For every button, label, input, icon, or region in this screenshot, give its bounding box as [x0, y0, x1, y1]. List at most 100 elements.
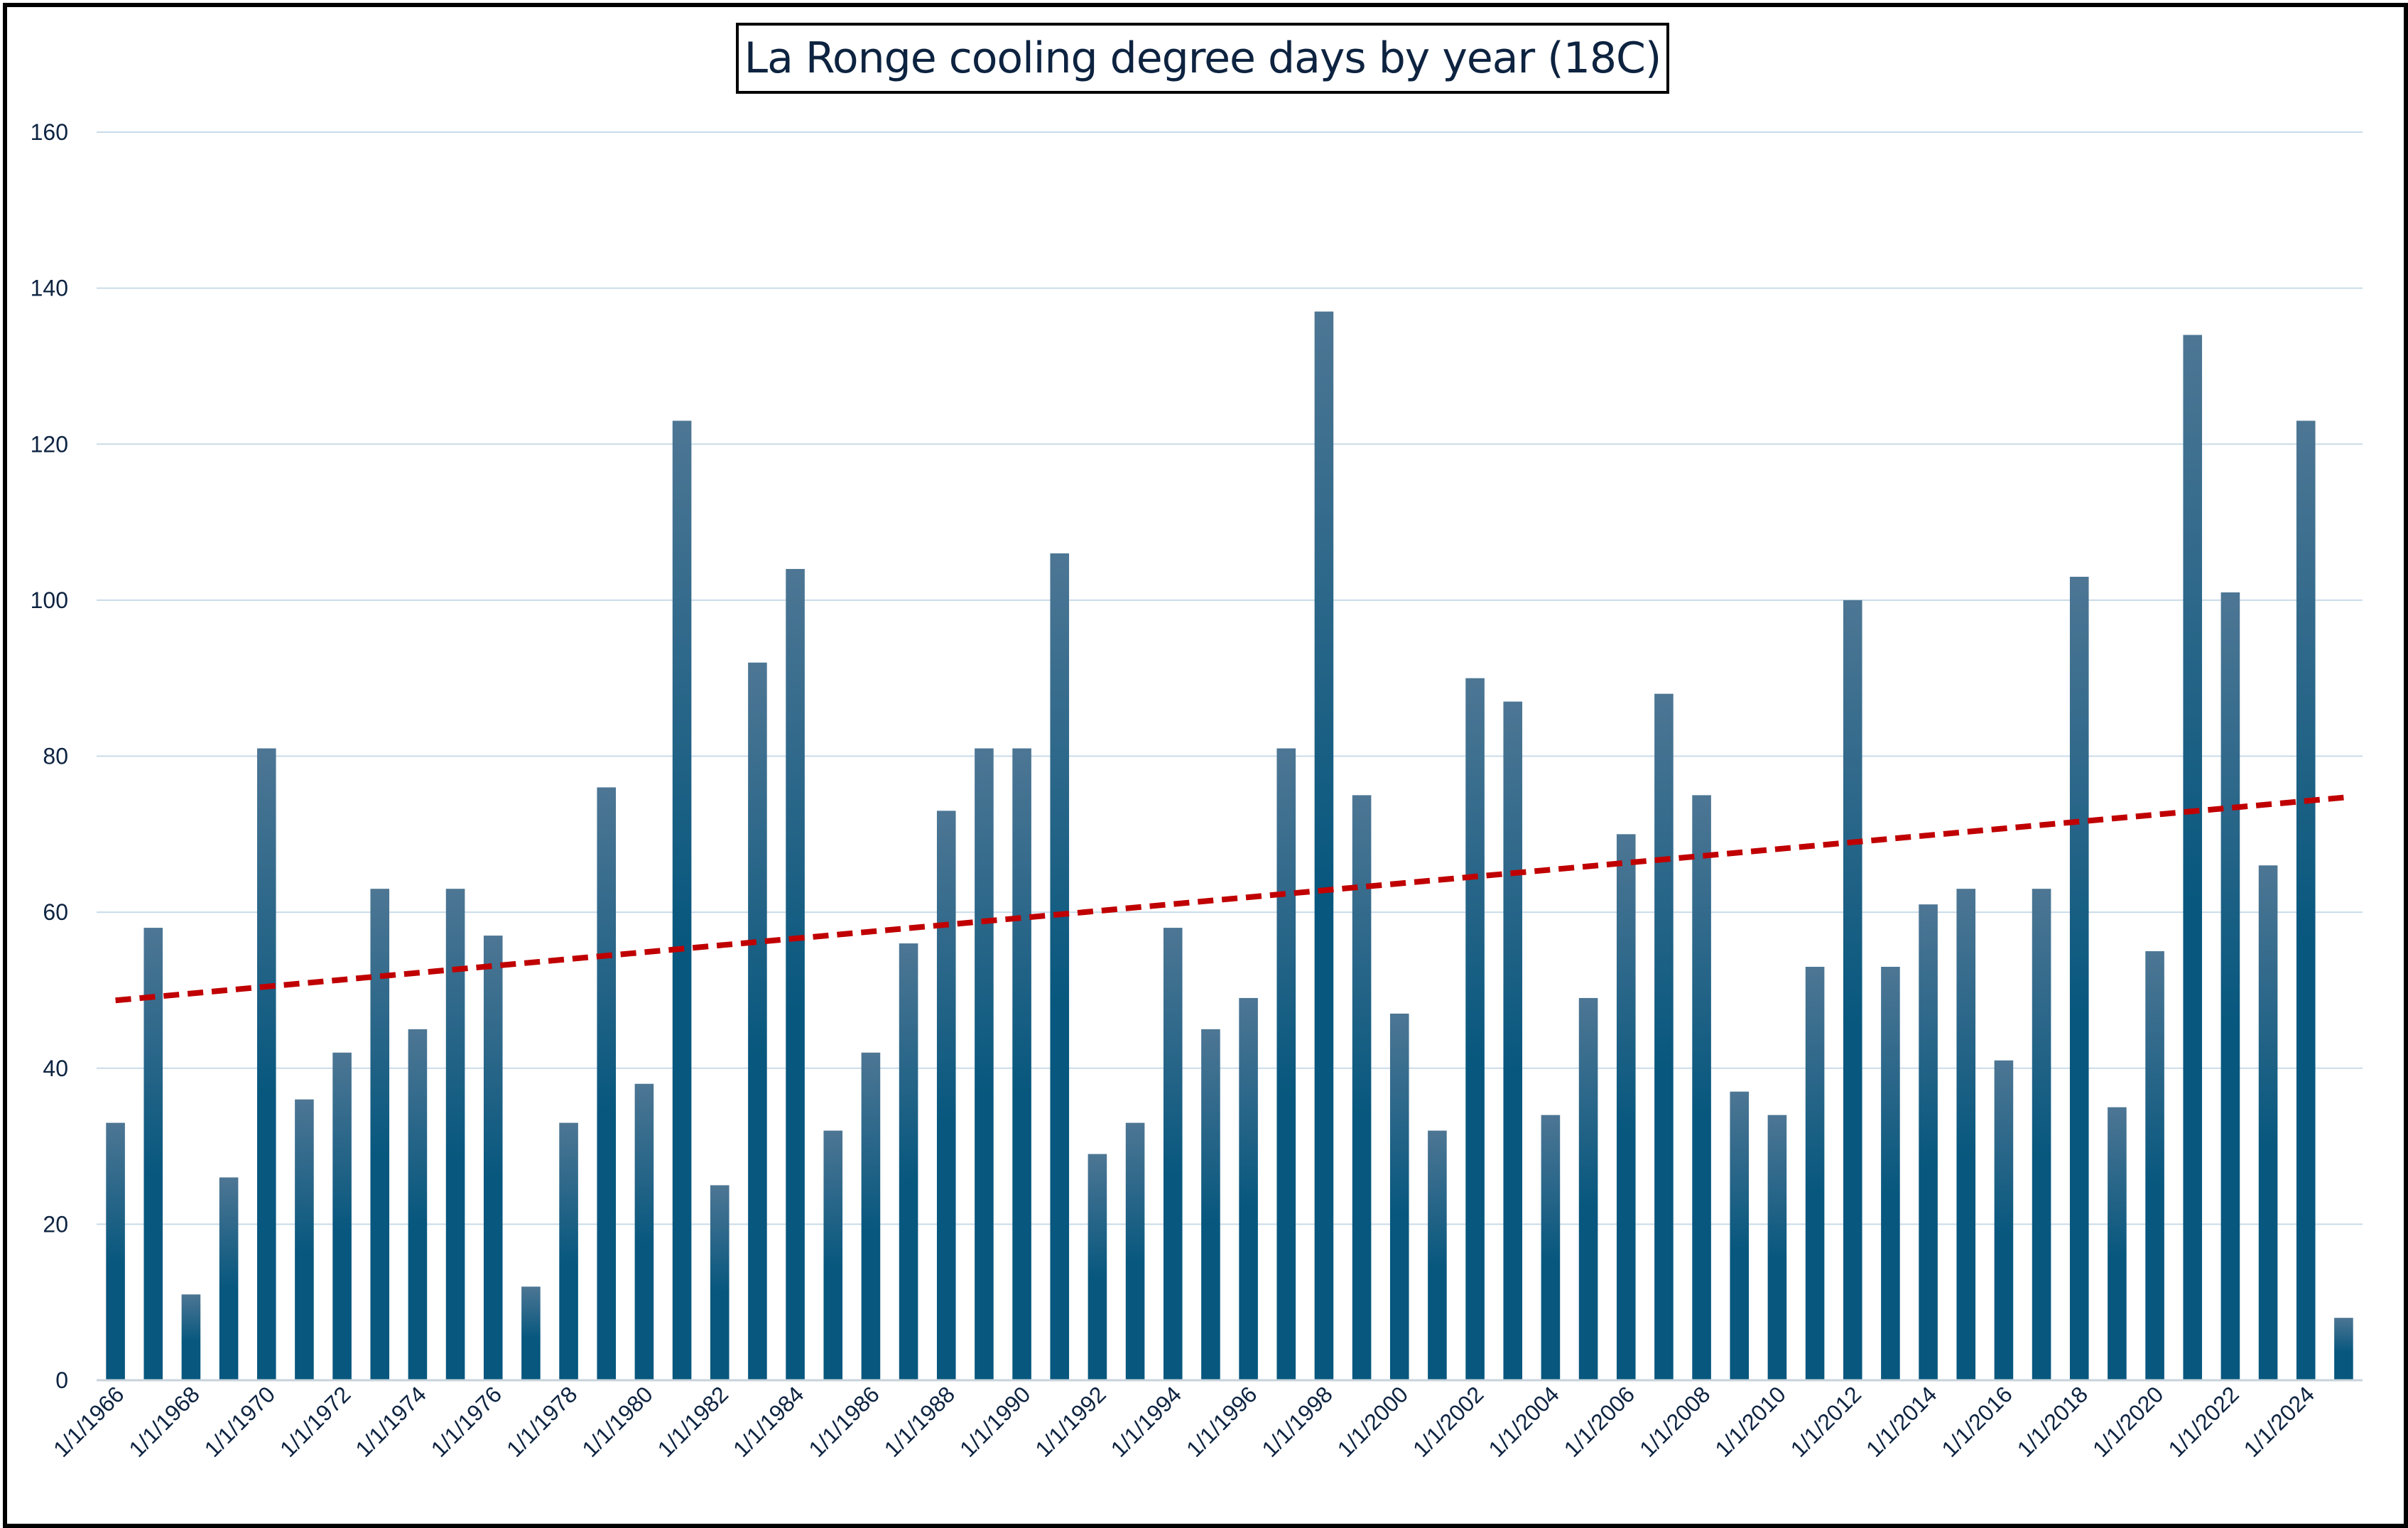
bar — [2108, 1107, 2127, 1380]
bar — [2145, 951, 2164, 1380]
x-tick-label: 1/1/2002 — [1408, 1381, 1489, 1462]
bar — [1012, 748, 1031, 1380]
bar — [2258, 865, 2278, 1380]
bar — [1239, 997, 1258, 1380]
y-tick-label: 120 — [31, 431, 68, 457]
bar — [1389, 1013, 1409, 1380]
bar — [786, 568, 805, 1381]
bar — [1465, 678, 1485, 1380]
bar — [899, 943, 918, 1380]
bar — [1578, 997, 1598, 1380]
x-tick-label: 1/1/1986 — [803, 1381, 884, 1462]
bar — [1919, 904, 1938, 1380]
bar — [181, 1294, 201, 1380]
bar — [1276, 748, 1296, 1380]
x-tick-label: 1/1/2004 — [1483, 1381, 1564, 1462]
x-tick-label: 1/1/1988 — [879, 1381, 960, 1462]
y-tick-label: 20 — [43, 1211, 68, 1237]
x-tick-label: 1/1/2008 — [1634, 1381, 1715, 1462]
bar — [408, 1029, 428, 1380]
bar — [219, 1177, 239, 1380]
bar — [370, 889, 390, 1380]
x-tick-label: 1/1/1970 — [200, 1381, 281, 1462]
x-tick-label: 1/1/1992 — [1030, 1381, 1111, 1462]
x-tick-label: 1/1/2012 — [1786, 1381, 1867, 1462]
x-tick-label: 1/1/2022 — [2163, 1381, 2244, 1462]
x-tick-label: 1/1/1982 — [653, 1381, 734, 1462]
x-tick-label: 1/1/1994 — [1106, 1381, 1187, 1462]
y-axis-labels: 0 20 40 60 80 100 120 140 160 — [31, 119, 68, 1393]
x-tick-label: 1/1/2014 — [1861, 1381, 1942, 1462]
bars — [106, 311, 2353, 1381]
bar — [1616, 834, 1636, 1380]
x-tick-label: 1/1/1990 — [955, 1381, 1036, 1462]
bar — [823, 1130, 843, 1380]
gridlines — [97, 131, 2363, 1225]
x-axis-labels: 1/1/19661/1/19681/1/19701/1/19721/1/1974… — [48, 1381, 2319, 1462]
x-tick-label: 1/1/1996 — [1181, 1381, 1262, 1462]
x-tick-label: 1/1/1976 — [426, 1381, 507, 1462]
bar — [1428, 1130, 1447, 1380]
x-tick-label: 1/1/1966 — [48, 1381, 129, 1462]
x-tick-label: 1/1/2010 — [1710, 1381, 1791, 1462]
bar — [2296, 421, 2316, 1380]
bar — [2032, 889, 2051, 1380]
bar — [1994, 1060, 2014, 1380]
x-tick-label: 1/1/1974 — [350, 1381, 431, 1462]
bar — [2334, 1318, 2353, 1380]
x-tick-label: 1/1/2024 — [2239, 1381, 2320, 1462]
x-tick-label: 1/1/2018 — [2012, 1381, 2093, 1462]
bar — [1843, 600, 1862, 1380]
bar — [2220, 592, 2240, 1380]
chart-title-box: La Ronge cooling degree days by year (18… — [736, 23, 1669, 94]
bar — [332, 1052, 352, 1380]
x-tick-label: 1/1/2000 — [1333, 1381, 1414, 1462]
bar — [1881, 966, 1900, 1380]
x-tick-label: 1/1/1998 — [1257, 1381, 1338, 1462]
bar — [483, 936, 503, 1380]
bar — [597, 787, 617, 1380]
x-tick-label: 1/1/1980 — [577, 1381, 658, 1462]
bar — [106, 1122, 125, 1380]
bar — [975, 748, 994, 1380]
bar — [1503, 701, 1523, 1380]
bar — [1805, 966, 1825, 1380]
bar — [1201, 1029, 1220, 1380]
bar — [256, 748, 276, 1380]
bar — [1654, 693, 1674, 1380]
bar — [445, 889, 465, 1380]
x-tick-label: 1/1/1978 — [501, 1381, 582, 1462]
trend-line — [115, 794, 2344, 1004]
bar — [672, 421, 692, 1380]
y-tick-label: 140 — [31, 276, 68, 301]
bar — [295, 1099, 314, 1380]
y-tick-label: 40 — [43, 1056, 68, 1081]
x-tick-label: 1/1/2006 — [1559, 1381, 1640, 1462]
x-tick-label: 1/1/1984 — [728, 1381, 809, 1462]
bar — [634, 1083, 654, 1380]
bar — [1767, 1115, 1787, 1380]
bar — [1352, 795, 1372, 1380]
bar — [521, 1286, 541, 1380]
bar — [1692, 795, 1711, 1380]
bar — [2183, 335, 2203, 1381]
bar — [1314, 311, 1334, 1381]
y-tick-label: 160 — [31, 119, 68, 145]
y-tick-label: 0 — [55, 1367, 68, 1393]
bar — [710, 1185, 730, 1380]
x-tick-label: 1/1/1968 — [124, 1381, 205, 1462]
bar — [936, 811, 956, 1380]
bar — [1730, 1091, 1750, 1380]
bar — [1163, 928, 1183, 1380]
y-tick-label: 100 — [31, 587, 68, 613]
y-tick-label: 80 — [43, 744, 68, 769]
bar — [748, 662, 767, 1380]
bar — [1956, 889, 1976, 1380]
x-tick-label: 1/1/2020 — [2088, 1381, 2169, 1462]
y-tick-label: 60 — [43, 899, 68, 925]
x-tick-label: 1/1/2016 — [1936, 1381, 2017, 1462]
chart-title: La Ronge cooling degree days by year (18… — [744, 33, 1662, 83]
bar — [1125, 1122, 1145, 1380]
x-tick-label: 1/1/1972 — [275, 1381, 356, 1462]
